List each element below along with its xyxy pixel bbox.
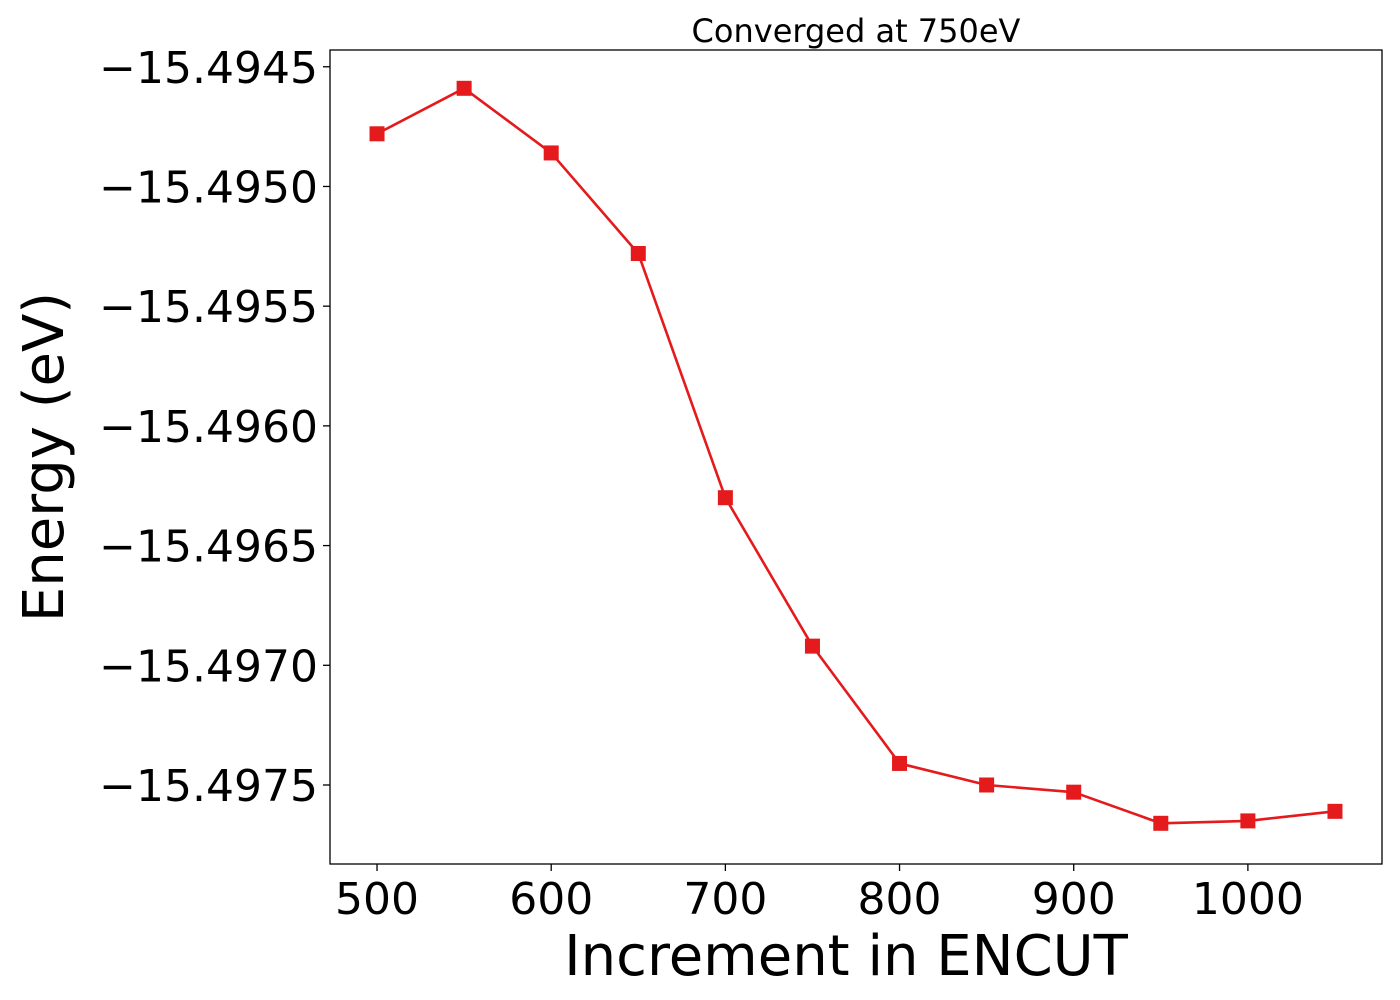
y-axis-ticks: −15.4945 −15.4950 −15.4955 −15.4960 −15.4965… bbox=[99, 43, 330, 812]
x-tick-label: 500 bbox=[335, 874, 419, 925]
data-point-marker bbox=[630, 246, 646, 261]
y-tick-label: −15.4960 bbox=[99, 402, 318, 453]
x-tick-label: 800 bbox=[858, 874, 942, 925]
y-axis-title: Energy (eV) bbox=[12, 292, 77, 622]
x-axis-ticks: 500 600 700 800 900 1000 bbox=[335, 864, 1304, 925]
x-axis-title: Increment in ENCUT bbox=[564, 924, 1129, 989]
data-point-marker bbox=[1066, 784, 1082, 800]
series-line bbox=[376, 87, 1336, 825]
data-point-marker bbox=[456, 80, 472, 96]
x-tick-label: 700 bbox=[683, 874, 767, 925]
y-tick-label: −15.4955 bbox=[99, 282, 318, 333]
data-point-marker bbox=[369, 126, 385, 142]
data-point-marker bbox=[1327, 803, 1343, 819]
y-tick-label: −15.4970 bbox=[99, 641, 318, 692]
data-point-marker bbox=[543, 145, 559, 161]
data-point-marker bbox=[804, 638, 820, 654]
data-point-marker bbox=[979, 777, 995, 793]
data-point-marker bbox=[1240, 813, 1256, 829]
data-point-marker bbox=[717, 490, 733, 506]
y-tick-label: −15.4950 bbox=[99, 162, 318, 213]
energy-series bbox=[369, 80, 1343, 831]
chart-title: Converged at 750eV bbox=[692, 12, 1021, 50]
plot-area-frame bbox=[329, 49, 1383, 865]
data-point-marker bbox=[892, 755, 908, 771]
data-point-marker bbox=[1153, 815, 1169, 831]
y-tick-label: −15.4965 bbox=[99, 522, 318, 573]
x-tick-label: 900 bbox=[1032, 874, 1116, 925]
y-tick-label: −15.4945 bbox=[99, 43, 318, 94]
x-tick-label: 1000 bbox=[1192, 874, 1304, 925]
y-tick-label: −15.4975 bbox=[99, 761, 318, 812]
x-tick-label: 600 bbox=[509, 874, 593, 925]
